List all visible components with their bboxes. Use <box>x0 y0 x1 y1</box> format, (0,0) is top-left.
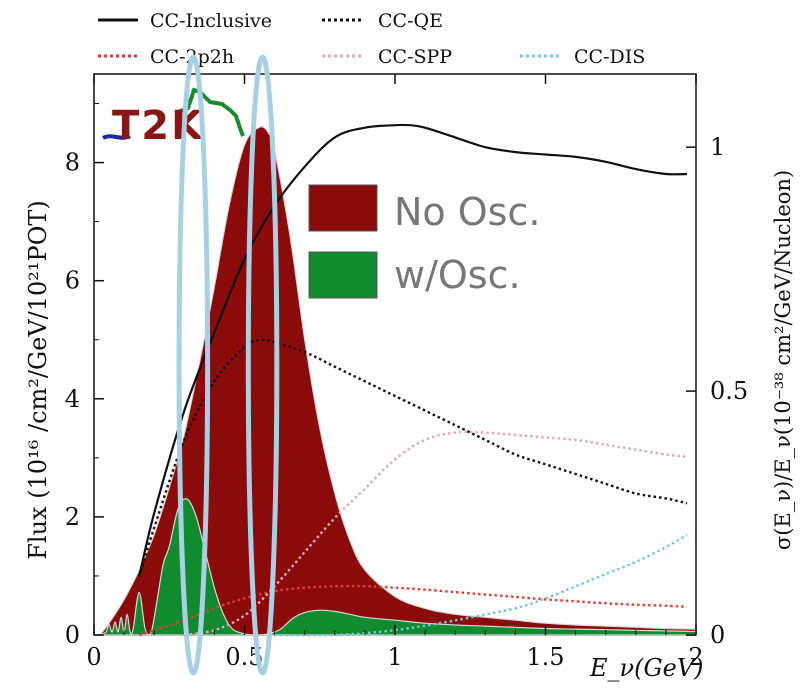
x-axis-label: E_ν(GeV) <box>589 654 704 682</box>
series-line-cc-2p2h <box>138 584 688 637</box>
highlight-ellipse-1 <box>176 54 211 676</box>
y-left-tick-label: 8 <box>65 149 80 177</box>
highlight-ellipses <box>176 54 280 676</box>
y-left-tick-label: 0 <box>65 621 80 649</box>
inset-legend-label-osc: w/Osc. <box>394 253 521 297</box>
cross-section-lines <box>138 123 688 637</box>
x-tick-label: 1 <box>387 643 402 671</box>
y-right-tick-label: 0 <box>710 621 725 649</box>
legend-label-cc-dis: CC-DIS <box>574 46 645 68</box>
inset-legend-swatch-osc <box>308 251 378 299</box>
flux-area-osc <box>99 498 697 636</box>
series-line-cc-spp <box>184 430 688 637</box>
y-left-tick-label: 2 <box>65 503 80 531</box>
y-axis-left-label: Flux (10¹⁶ /cm²/GeV/10²¹POT) <box>24 200 52 559</box>
logo-text: T2K <box>112 103 204 149</box>
y-right-tick-label: 1 <box>710 133 725 161</box>
x-tick-label: 1.5 <box>526 643 564 671</box>
series-line-cc-qe <box>138 338 688 577</box>
highlight-ellipse-2 <box>245 54 280 676</box>
series-line-cc-inclusive <box>138 123 688 577</box>
x-tick-label: 2 <box>688 643 703 671</box>
legend-label-cc-inclusive: CC-Inclusive <box>150 10 272 32</box>
legend-label-cc-spp: CC-SPP <box>378 46 452 68</box>
t2k-logo: T2K <box>102 87 245 149</box>
y-axis-right-label: σ(E_ν)/E_ν(10⁻³⁸ cm²/GeV/Nucleon) <box>771 170 795 550</box>
inset-legend: No Osc. w/Osc. <box>308 184 540 299</box>
y-left-tick-label: 6 <box>65 267 80 295</box>
x-tick-label: 0 <box>86 643 101 671</box>
legend-label-cc-qe: CC-QE <box>378 10 443 32</box>
inset-legend-label-no-osc: No Osc. <box>394 190 540 234</box>
top-legend: CC-Inclusive CC-QE CC-2p2h CC-SPP CC-DIS <box>98 10 645 68</box>
y-left-tick-label: 4 <box>65 385 80 413</box>
y-right-tick-label: 0.5 <box>710 377 748 405</box>
inset-legend-swatch-no-osc <box>308 184 378 232</box>
